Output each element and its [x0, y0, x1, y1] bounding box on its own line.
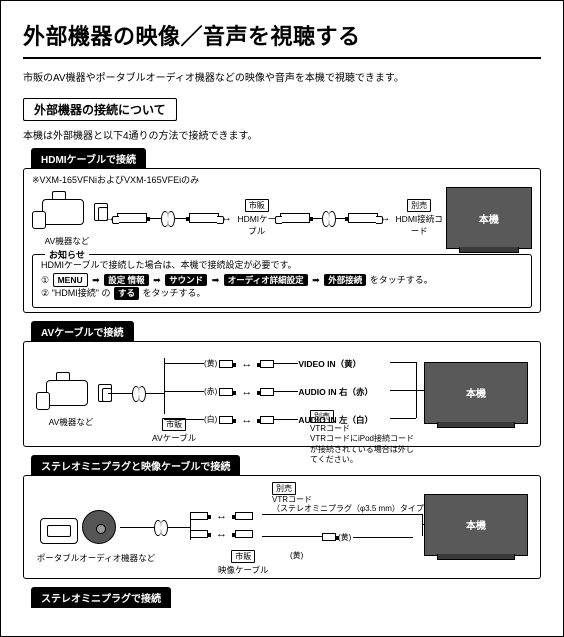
vtr-note: （ステレオミニプラグ（φ3.5 mm）タイプ） — [272, 504, 432, 513]
hdmi-plug-icon — [189, 213, 219, 223]
rca-plug-icon — [260, 388, 274, 396]
rca-yellow-b: (黄) — [290, 550, 303, 561]
rca-white: (白) — [204, 414, 217, 425]
rca-plug-icon — [190, 530, 208, 538]
step-setting: 設定 情報 — [104, 274, 148, 287]
step-audio: オーディオ詳細設定 — [224, 274, 308, 287]
camcorder-icon — [36, 370, 106, 414]
audio-r-label: AUDIO IN 右（赤） — [298, 386, 373, 398]
arrow-icon: ↔ — [216, 510, 227, 522]
disc-icon — [82, 510, 116, 544]
sold-tag: 別売 — [407, 199, 431, 212]
rca-red: (赤) — [204, 386, 217, 397]
tv-icon: 本機 — [424, 494, 528, 556]
hdmi-plug-icon — [280, 213, 310, 223]
arrow-icon: ➡ — [92, 275, 100, 285]
step-ext: 外部接続 — [324, 274, 366, 287]
rca-plug-icon — [260, 360, 274, 368]
rca-plug-icon — [322, 533, 336, 541]
stereo-src-label: ポータブルオーディオ機器など — [36, 552, 156, 564]
section-sub: 本機は外部機器と以下4通りの方法で接続できます。 — [23, 127, 541, 142]
hdmi-cable-name: HDMIケーブル — [234, 213, 280, 237]
rca-yellow: (黄) — [204, 358, 217, 369]
stereo-title: ステレオミニプラグと映像ケーブルで接続 — [31, 455, 240, 476]
stereo-block: ステレオミニプラグと映像ケーブルで接続 ポータブルオーディオ機器など 別売 VT… — [23, 455, 541, 579]
arrow-icon: ➡ — [212, 275, 220, 285]
hdmi-src-label: AV機器など — [45, 235, 90, 247]
cable-break-icon — [132, 386, 146, 400]
audio-player-icon — [40, 518, 78, 544]
video-in-label: VIDEO IN（黄） — [298, 358, 361, 370]
page-title: 外部機器の映像／音声を視聴する — [23, 19, 541, 59]
rca-plug-icon — [219, 388, 233, 396]
sold-tag: 別売 — [310, 410, 334, 423]
tv-icon: 本機 — [424, 362, 528, 424]
vtr-cord: VTRコード — [310, 424, 350, 433]
step-sound: サウンド — [165, 274, 207, 287]
rca-plug-icon — [235, 512, 253, 520]
tv-label: 本機 — [479, 211, 499, 226]
notice-line2c: をタッチする。 — [143, 288, 206, 298]
page-intro: 市販のAV機器やポータブルオーディオ機器などの映像や音声を本機で視聴できます。 — [23, 69, 541, 84]
hdmi-block: HDMIケーブルで接続 ※VXM-165VFNiおよびVXM-165VFEiのみ… — [23, 148, 541, 313]
arrow-icon: ➡ — [312, 275, 320, 285]
vtr-note: VTRコードにiPod接続コードが接続されている場合は外してください。 — [310, 434, 414, 464]
hdmi-plug-icon — [117, 213, 147, 223]
rca-yellow: (黄) — [338, 532, 351, 543]
av-block: AVケーブルで接続 AV機器など 市販 AVケーブル — [23, 321, 541, 447]
hdmi-plug-icon — [348, 213, 378, 223]
hdmi-title: HDMIケーブルで接続 — [31, 148, 146, 169]
cable-break-icon — [322, 211, 336, 225]
arrow-icon: ↔ — [241, 386, 252, 398]
notice-lead: HDMIケーブルで接続した場合は、本機で接続設定が必要です。 — [41, 259, 523, 273]
cable-break-icon — [161, 211, 175, 225]
menu-button: MENU — [53, 273, 88, 288]
arrow-icon: ↔ — [216, 528, 227, 540]
camcorder-icon — [32, 189, 102, 233]
rca-plug-icon — [219, 416, 233, 424]
notice-title: お知らせ — [45, 248, 89, 261]
vtr-cord: VTRコード — [272, 495, 312, 504]
hdmi-cord-name: HDMI接続コード — [393, 213, 446, 237]
cable-break-icon — [154, 520, 168, 534]
rca-plug-icon — [235, 530, 253, 538]
tv-label: 本機 — [466, 517, 486, 532]
rca-plug-icon — [260, 416, 274, 424]
video-cable-name: 映像ケーブル — [218, 564, 269, 576]
arrow-icon: ➡ — [153, 275, 161, 285]
arrow-icon: ↔ — [241, 358, 252, 370]
av-src-label: AV機器など — [49, 416, 94, 428]
notice-step-num: ① — [41, 275, 49, 285]
step-suru: する — [114, 287, 139, 300]
rca-plug-icon — [190, 512, 208, 520]
hdmi-note: ※VXM-165VFNiおよびVXM-165VFEiのみ — [32, 173, 532, 186]
notice-line2a: ② "HDMI接続" の — [41, 288, 113, 298]
stereo2-title: ステレオミニプラグで接続 — [31, 587, 171, 608]
retail-tag: 市販 — [245, 199, 269, 212]
av-title: AVケーブルで接続 — [31, 321, 134, 342]
notice-tail: をタッチする。 — [370, 275, 433, 285]
notice-box: お知らせ HDMIケーブルで接続した場合は、本機で接続設定が必要です。 ① ME… — [32, 254, 532, 308]
av-cable-name: AVケーブル — [152, 432, 196, 444]
tv-icon: 本機 — [446, 187, 532, 249]
sold-tag: 別売 — [272, 482, 296, 495]
tv-label: 本機 — [466, 385, 486, 400]
section-heading: 外部機器の接続について — [23, 98, 177, 121]
arrow-icon: ↔ — [241, 414, 252, 426]
retail-tag: 市販 — [231, 550, 255, 563]
rca-plug-icon — [219, 360, 233, 368]
stereo2-block: ステレオミニプラグで接続 — [23, 587, 541, 608]
